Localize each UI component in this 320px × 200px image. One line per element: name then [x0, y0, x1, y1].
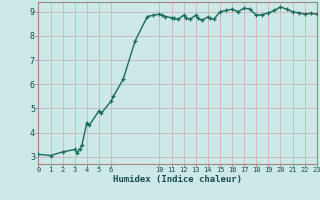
X-axis label: Humidex (Indice chaleur): Humidex (Indice chaleur) [113, 175, 242, 184]
